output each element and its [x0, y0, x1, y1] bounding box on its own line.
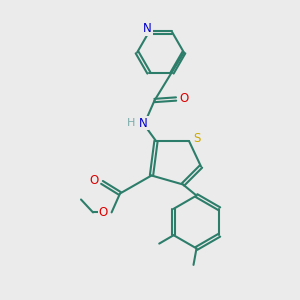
Text: N: N: [139, 116, 148, 130]
Text: S: S: [193, 131, 200, 145]
Text: O: O: [99, 206, 108, 219]
Text: H: H: [127, 118, 136, 128]
Text: N: N: [143, 22, 152, 35]
Text: O: O: [89, 174, 98, 188]
Text: O: O: [180, 92, 189, 106]
